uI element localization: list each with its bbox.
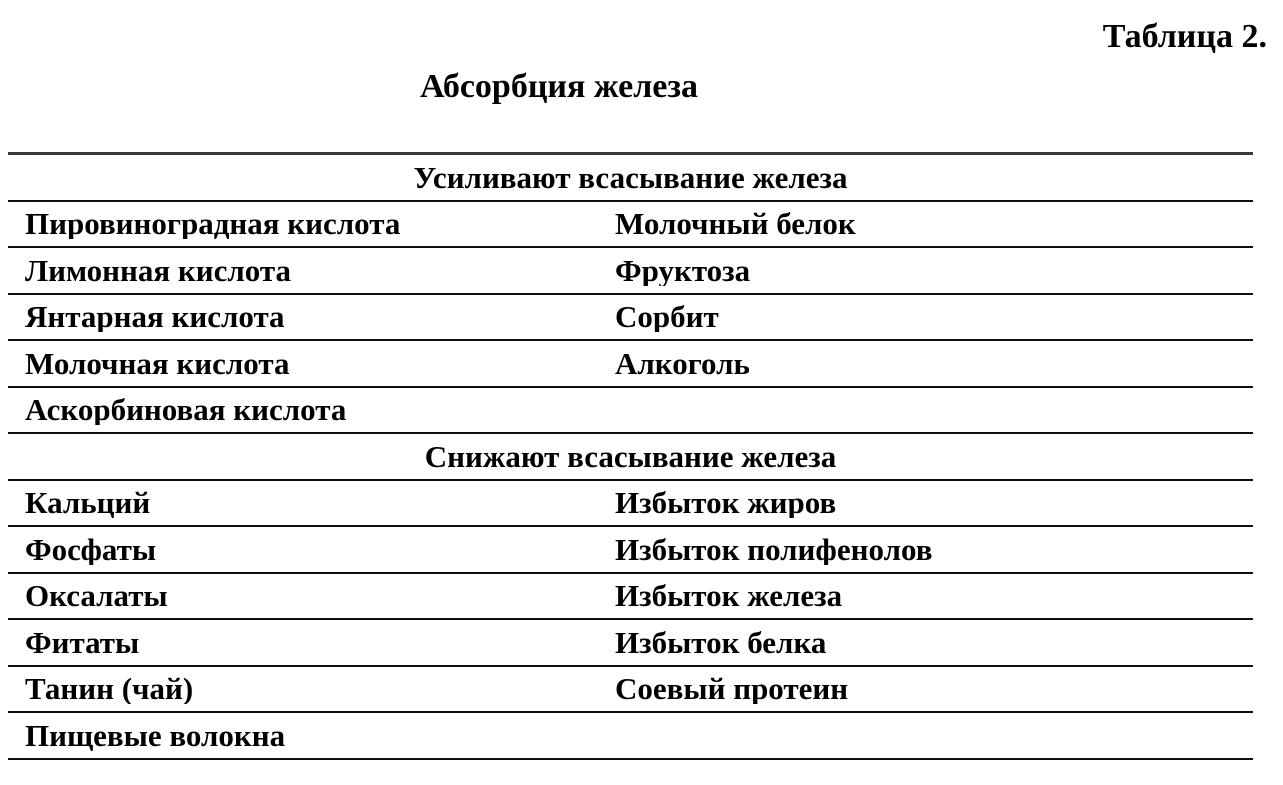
cell-left: Молочная кислота xyxy=(25,347,290,379)
iron-absorption-table: Усиливают всасывание железа Пировиноград… xyxy=(8,152,1253,760)
cell-left: Оксалаты xyxy=(25,580,168,612)
table-row: Янтарная кислота Сорбит xyxy=(8,295,1253,341)
cell-right: Избыток полифенолов xyxy=(615,533,933,565)
table-row: Танин (чай) Соевый протеин xyxy=(8,667,1253,713)
cell-right: Сорбит xyxy=(615,301,719,333)
cell-left: Пировиноградная кислота xyxy=(25,208,401,240)
table-number-label: Таблица 2. xyxy=(1102,18,1267,55)
section-header-label: Снижают всасывание железа xyxy=(424,438,837,474)
cell-left: Аскорбиновая кислота xyxy=(25,394,347,426)
cell-left: Танин (чай) xyxy=(25,673,194,705)
section-header-enhancers: Усиливают всасывание железа xyxy=(8,155,1253,202)
table-row: Аскорбиновая кислота xyxy=(8,388,1253,434)
table-row: Фосфаты Избыток полифенолов xyxy=(8,527,1253,574)
table-row: Фитаты Избыток белка xyxy=(8,620,1253,667)
table-row: Пировиноградная кислота Молочный белок xyxy=(8,202,1253,248)
cell-left: Янтарная кислота xyxy=(25,301,285,333)
cell-right: Соевый протеин xyxy=(615,673,849,705)
table-row: Кальций Избыток жиров xyxy=(8,481,1253,527)
cell-left: Лимонная кислота xyxy=(25,254,291,286)
table-caption: Абсорбция железа xyxy=(420,68,699,105)
cell-left: Фитаты xyxy=(25,626,140,658)
table-row: Лимонная кислота Фруктоза xyxy=(8,248,1253,295)
cell-left: Кальций xyxy=(25,487,151,519)
table-row: Молочная кислота Алкоголь xyxy=(8,341,1253,388)
cell-left: Фосфаты xyxy=(25,533,157,565)
section-header-label: Усиливают всасывание железа xyxy=(413,159,848,195)
cell-left: Пищевые волокна xyxy=(25,719,286,751)
section-header-inhibitors: Снижают всасывание железа xyxy=(8,434,1253,481)
cell-right: Избыток жиров xyxy=(615,487,837,519)
cell-right: Фруктоза xyxy=(615,254,751,286)
cell-right: Алкоголь xyxy=(615,347,750,379)
table-row: Пищевые волокна xyxy=(8,713,1253,760)
cell-right: Избыток белка xyxy=(615,626,827,658)
cell-right: Молочный белок xyxy=(615,208,856,240)
cell-right: Избыток железа xyxy=(615,580,843,612)
table-row: Оксалаты Избыток железа xyxy=(8,574,1253,620)
